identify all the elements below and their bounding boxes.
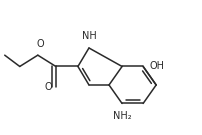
Text: O: O xyxy=(36,39,44,49)
Text: NH: NH xyxy=(82,31,96,41)
Text: OH: OH xyxy=(149,61,164,71)
Text: NH₂: NH₂ xyxy=(113,111,131,121)
Text: O: O xyxy=(44,82,52,92)
